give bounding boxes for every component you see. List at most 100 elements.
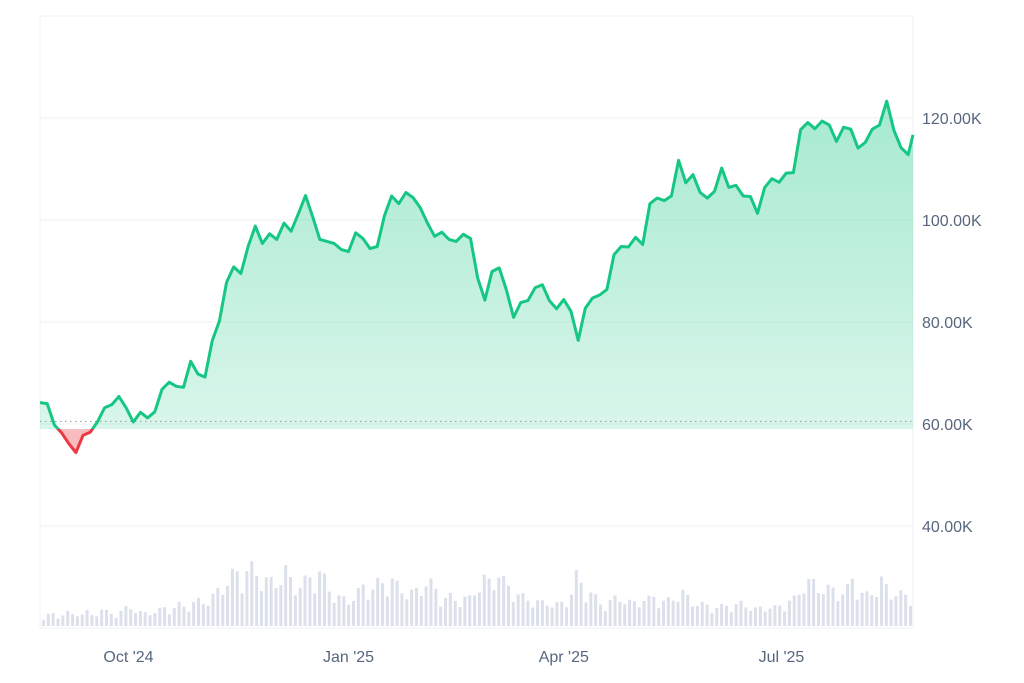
- volume-bar: [637, 607, 641, 626]
- price-point: [491, 271, 493, 273]
- price-area-down: [58, 429, 93, 453]
- price-point: [304, 195, 306, 197]
- price-point: [398, 203, 400, 205]
- volume-bar: [245, 571, 249, 626]
- volume-bar: [381, 583, 385, 626]
- volume-bar: [434, 588, 438, 626]
- volume-bar: [124, 605, 128, 626]
- price-point: [247, 246, 249, 248]
- price-point: [82, 434, 84, 436]
- volume-bar: [700, 601, 704, 626]
- volume-bar: [647, 595, 651, 626]
- volume-bar: [826, 584, 830, 626]
- volume-bar: [90, 615, 94, 626]
- volume-bar: [482, 574, 486, 626]
- price-point: [39, 402, 41, 404]
- volume-bar: [298, 587, 302, 626]
- price-point: [879, 124, 881, 126]
- price-point: [462, 233, 464, 235]
- price-point: [125, 407, 127, 409]
- volume-bar: [61, 615, 65, 626]
- volume-bar: [768, 608, 772, 626]
- price-point: [893, 129, 895, 131]
- price-point: [548, 300, 550, 302]
- volume-bar: [129, 609, 133, 626]
- volume-bar: [758, 606, 762, 626]
- price-point: [814, 128, 816, 130]
- price-point: [785, 172, 787, 174]
- volume-bar: [787, 600, 791, 626]
- volume-bar: [792, 595, 796, 626]
- volume-bar: [366, 599, 370, 626]
- volume-bar: [574, 570, 578, 626]
- volume-bar: [211, 593, 215, 626]
- price-point: [498, 267, 500, 269]
- price-point: [800, 129, 802, 131]
- volume-bar: [860, 592, 864, 626]
- volume-bar: [783, 611, 787, 626]
- y-tick-label: 120.00K: [922, 111, 982, 128]
- price-point: [656, 197, 658, 199]
- volume-bar: [477, 592, 481, 626]
- volume-bar: [318, 571, 322, 626]
- volume-bar: [579, 582, 583, 626]
- volume-bar: [85, 610, 89, 626]
- volume-bar: [419, 595, 423, 626]
- price-point: [635, 236, 637, 238]
- volume-bar: [632, 601, 636, 626]
- price-point: [218, 320, 220, 322]
- price-point: [269, 233, 271, 235]
- volume-bar: [226, 585, 230, 626]
- volume-bar: [473, 595, 477, 626]
- price-point: [333, 242, 335, 244]
- volume-bar: [148, 615, 152, 626]
- price-point: [699, 191, 701, 193]
- volume-bar: [453, 600, 457, 626]
- price-point: [362, 237, 364, 239]
- volume-bar: [206, 605, 210, 626]
- price-point: [534, 287, 536, 289]
- volume-bar: [322, 573, 326, 626]
- volume-bar: [710, 612, 714, 626]
- volume-bar: [555, 602, 559, 626]
- volume-bar: [332, 602, 336, 626]
- volume-bar: [657, 608, 661, 626]
- price-point: [96, 421, 98, 423]
- volume-bar: [46, 613, 50, 626]
- price-point: [771, 178, 773, 180]
- volume-bar: [56, 618, 60, 626]
- volume-bar: [289, 577, 293, 626]
- volume-bar: [308, 577, 312, 626]
- price-point: [161, 388, 163, 390]
- volume-bar: [414, 587, 418, 626]
- price-point: [326, 240, 328, 242]
- price-point: [613, 254, 615, 256]
- price-point: [843, 126, 845, 128]
- volume-bar: [841, 594, 845, 626]
- price-point: [907, 154, 909, 156]
- volume-bars: [42, 561, 912, 626]
- price-point: [484, 299, 486, 301]
- price-point: [620, 246, 622, 248]
- price-point: [728, 186, 730, 188]
- volume-bar: [143, 612, 147, 626]
- price-point: [706, 197, 708, 199]
- volume-bar: [686, 594, 690, 626]
- volume-bar: [545, 605, 549, 626]
- volume-bar: [172, 608, 176, 626]
- volume-bar: [119, 610, 123, 626]
- volume-bar: [506, 585, 510, 626]
- volume-bar: [744, 607, 748, 626]
- price-point: [455, 240, 457, 242]
- volume-bar: [230, 568, 234, 626]
- price-point: [75, 452, 77, 454]
- volume-bar: [327, 591, 331, 626]
- volume-bar: [390, 578, 394, 626]
- price-point: [513, 316, 515, 318]
- volume-bar: [802, 593, 806, 626]
- volume-bar: [187, 611, 191, 626]
- volume-bar: [284, 565, 288, 626]
- volume-bar: [589, 592, 593, 626]
- volume-bar: [361, 584, 365, 626]
